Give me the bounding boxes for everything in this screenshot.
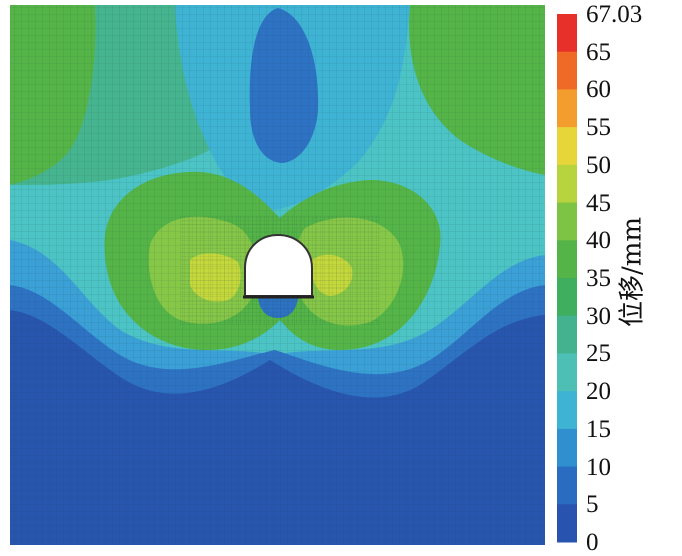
colorbar-tick-label: 67.03 xyxy=(586,1,643,28)
colorbar-swatch xyxy=(557,164,577,204)
colorbar-tick-label: 10 xyxy=(586,453,611,481)
colorbar-swatch xyxy=(557,391,577,430)
colorbar-swatch xyxy=(557,127,577,166)
colorbar-tick-label: 65 xyxy=(586,38,611,66)
colorbar-swatch xyxy=(557,504,577,543)
colorbar-swatch xyxy=(557,89,577,128)
colorbar xyxy=(557,14,577,543)
colorbar-tick-label: 20 xyxy=(586,378,611,406)
colorbar-swatch xyxy=(557,428,577,468)
colorbar-swatch xyxy=(557,14,577,53)
colorbar-swatch xyxy=(557,51,577,90)
colorbar-tick-label: 50 xyxy=(586,151,611,179)
colorbar-tick-label: 35 xyxy=(586,265,611,292)
colorbar-tick-label: 30 xyxy=(586,302,611,330)
colorbar-tick-label: 0 xyxy=(586,529,599,556)
colorbar-tick-label: 55 xyxy=(586,114,611,142)
colorbar-swatch xyxy=(557,202,577,241)
tunnel-opening xyxy=(244,233,313,297)
colorbar-swatch xyxy=(557,278,577,317)
colorbar-tick-label: 40 xyxy=(586,227,611,255)
colorbar-swatch xyxy=(557,466,577,505)
colorbar-swatch xyxy=(557,315,577,354)
colorbar-tick-label: 5 xyxy=(586,491,599,519)
colorbar-tick-label: 25 xyxy=(586,340,611,368)
colorbar-tick-label: 15 xyxy=(586,415,611,443)
colorbar-swatch xyxy=(557,353,577,392)
colorbar-swatch xyxy=(557,240,577,279)
colorbar-tick-label: 45 xyxy=(586,189,611,217)
colorbar-tick-label: 60 xyxy=(586,76,611,104)
